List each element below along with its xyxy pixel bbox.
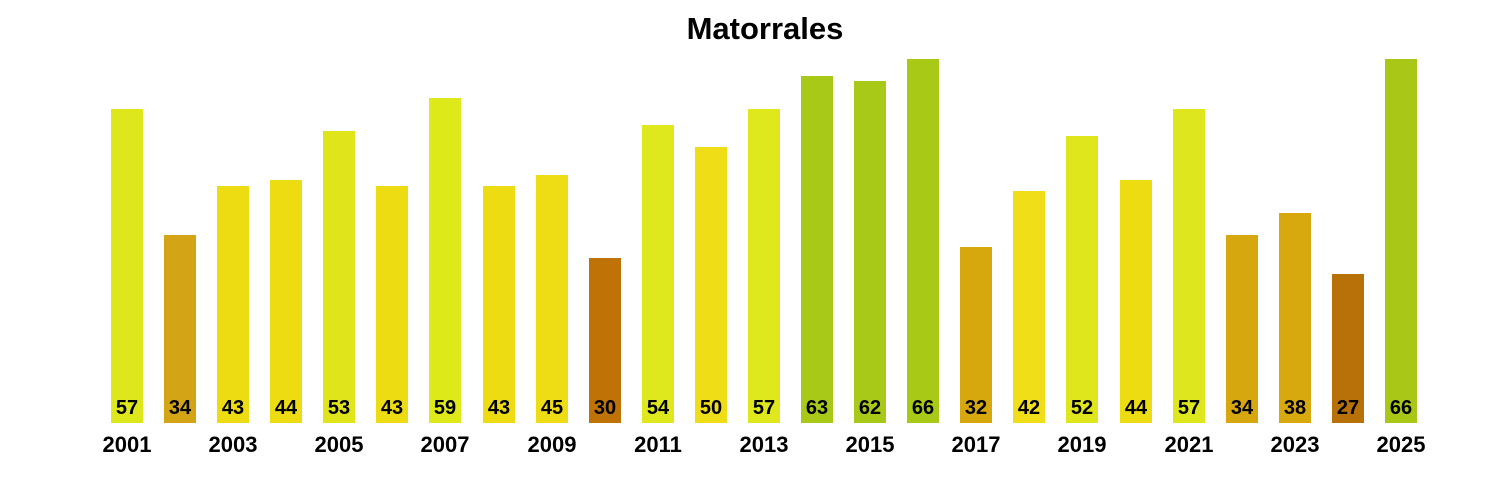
bar-2009: 45: [536, 175, 568, 423]
bar-value-label: 50: [699, 397, 723, 419]
bar-2013: 57: [748, 109, 780, 423]
bar-2010: 30: [589, 258, 621, 423]
bar-2011: 54: [642, 125, 674, 423]
bar-2021: 57: [1173, 109, 1205, 423]
bar-value-label: 30: [593, 397, 617, 419]
bar-value-label: 42: [1017, 397, 1041, 419]
bar-2025: 66: [1385, 59, 1417, 423]
plot-area: 57 34 43 44 53 43 59 43 45 30 54 50 57 63 62 66 32 42 52 44…: [111, 59, 1417, 423]
bar-value-label: 63: [805, 397, 829, 419]
bar-2022: 34: [1226, 235, 1258, 423]
bar-2005: 53: [323, 131, 355, 423]
bar-2015: 62: [854, 81, 886, 423]
bar-2017: 32: [960, 247, 992, 423]
bar-2008: 43: [483, 186, 515, 423]
bar-value-label: 43: [487, 397, 511, 419]
bar-value-label: 43: [380, 397, 404, 419]
x-tick-2001: 2001: [102, 432, 152, 457]
bar-2006: 43: [376, 186, 408, 423]
bar-value-label: 44: [1124, 397, 1148, 419]
bar-value-label: 27: [1336, 397, 1360, 419]
bar-2001: 57: [111, 109, 143, 423]
bar-2018: 42: [1013, 191, 1045, 423]
bar-value-label: 44: [274, 397, 298, 419]
bar-2004: 44: [270, 180, 302, 423]
x-tick-2021: 2021: [1164, 432, 1214, 457]
bar-value-label: 54: [646, 397, 670, 419]
bar-2020: 44: [1120, 180, 1152, 423]
bar-value-label: 62: [858, 397, 882, 419]
x-tick-2015: 2015: [845, 432, 895, 457]
bar-value-label: 53: [327, 397, 351, 419]
bar-value-label: 34: [168, 397, 192, 419]
chart-title: Matorrales: [686, 11, 844, 46]
bar-value-label: 57: [1177, 397, 1201, 419]
bar-2016: 66: [907, 59, 939, 423]
x-tick-2013: 2013: [739, 432, 789, 457]
bar-2002: 34: [164, 235, 196, 423]
bar-2014: 63: [801, 76, 833, 423]
x-tick-2019: 2019: [1057, 432, 1107, 457]
bar-2003: 43: [217, 186, 249, 423]
x-tick-2007: 2007: [420, 432, 470, 457]
bar-value-label: 45: [540, 397, 564, 419]
x-tick-2009: 2009: [527, 432, 577, 457]
x-tick-2005: 2005: [314, 432, 364, 457]
bar-value-label: 57: [115, 397, 139, 419]
x-tick-2011: 2011: [634, 432, 682, 457]
x-tick-2025: 2025: [1376, 432, 1426, 457]
bar-2019: 52: [1066, 136, 1098, 423]
bar-value-label: 66: [1389, 397, 1413, 419]
bar-value-label: 38: [1283, 397, 1307, 419]
bar-value-label: 52: [1070, 397, 1094, 419]
bar-value-label: 43: [221, 397, 245, 419]
bar-2024: 27: [1332, 274, 1364, 423]
x-tick-2003: 2003: [208, 432, 258, 457]
bar-2007: 59: [429, 98, 461, 423]
x-tick-2017: 2017: [951, 432, 1001, 457]
x-tick-2023: 2023: [1270, 432, 1320, 457]
bar-2023: 38: [1279, 213, 1311, 423]
bar-value-label: 57: [752, 397, 776, 419]
x-axis: 2001 2003 2005 2007 2009 2011 2013 2015 2017 2019…: [0, 432, 1500, 462]
bar-value-label: 32: [964, 397, 988, 419]
bar-value-label: 34: [1230, 397, 1254, 419]
bar-value-label: 59: [433, 397, 457, 419]
bar-value-label: 66: [911, 397, 935, 419]
bar-2012: 50: [695, 147, 727, 423]
